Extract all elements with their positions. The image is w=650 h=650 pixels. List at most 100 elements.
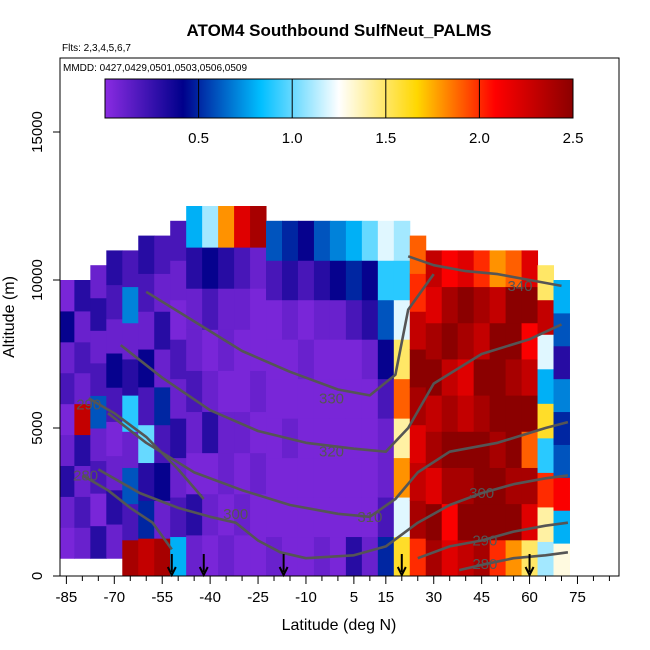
colorbar-tick-label: 2.5 [563,130,584,147]
heatmap-cell [60,527,75,559]
heatmap-cell [60,372,75,405]
contour-label: 290 [76,396,101,413]
heatmap-cell [489,286,507,324]
heatmap-cell [154,349,171,388]
heatmap-cell [234,288,251,330]
heatmap-cell [74,310,91,343]
x-tick-label: 60 [521,589,538,606]
heatmap-cell [345,457,363,498]
heatmap-cell [473,250,491,288]
contour-line [459,551,569,572]
colorbar [104,78,574,119]
heatmap-cell [553,378,570,413]
heatmap-cell [345,299,363,340]
heatmap-cell [138,462,155,501]
heatmap-cell [537,403,555,439]
heatmap-cell [505,322,523,360]
heatmap-cell [425,286,443,324]
heatmap-cell [441,358,459,396]
contour-line [107,412,569,519]
y-tick-label: 15000 [29,111,46,153]
heatmap-cell [282,260,299,301]
heatmap-cell [553,411,570,445]
heatmap-cell [170,260,187,301]
heatmap-cell [154,500,171,539]
heatmap-cell [441,286,459,324]
heatmap-cell [473,358,491,396]
heatmap-cell [250,370,267,413]
heatmap-cell [60,341,75,374]
heatmap-cell [377,457,395,498]
heatmap-cell [473,395,491,432]
heatmap-cell [170,418,187,459]
heatmap-cell [282,457,299,498]
heatmap-cell [553,477,570,511]
contour-line [119,323,563,453]
heatmap-cell [409,235,427,274]
heatmap-cell [250,247,267,289]
heatmap-cell [250,534,267,576]
heatmap-cell [393,378,411,419]
heatmap-cell [297,497,315,538]
heatmap-cell [329,260,347,301]
x-tick-label: 15 [377,589,394,606]
heatmap-cell [234,411,251,454]
heatmap-cell [473,503,491,541]
heatmap-cell [537,472,555,508]
heatmap-cell [313,457,331,498]
heatmap-cell [154,311,171,350]
heatmap-cell [74,403,91,436]
mmdd-annotation: MMDD: 0427,0429,0501,0503,0506,0509 [63,63,247,74]
heatmap-cell [122,503,139,541]
heatmap-cell [313,339,331,380]
heatmap-cell [74,527,91,559]
heatmap-cell [457,467,475,505]
heatmap-cell [234,206,251,248]
heatmap-cell [122,431,139,468]
heatmap-cell [90,493,107,527]
x-tick-label: -25 [247,589,269,606]
heatmap-cell [377,378,395,419]
heatmap-cell [409,462,427,501]
heatmap-cell [60,496,75,528]
heatmap-cell [345,378,363,419]
heatmap-cell [489,322,507,360]
heatmap-cell [282,536,299,576]
contour-labels: 340 330 320 310 300 300 290 290 280 280 [73,278,532,573]
heatmap-cell [60,403,75,436]
heatmap-cell [266,497,283,538]
heatmap-cell [122,286,139,324]
heatmap-cell [266,536,283,576]
heatmap-cell [218,411,235,454]
heatmap-cell [553,280,570,314]
x-tick-label: 30 [425,589,442,606]
heatmap-cell [154,273,171,312]
contour-label: 290 [472,532,497,549]
x-tick-label: -10 [295,589,317,606]
flight-markers [166,554,535,578]
colorbar-tick-label: 2.0 [469,130,490,147]
heatmap-cell [521,395,539,432]
heatmap-cell [489,467,507,505]
heatmap-cell [393,220,411,261]
heatmap-cell [441,431,459,468]
heatmap-cell [186,329,203,371]
heatmap-cell [266,299,283,340]
heatmap-cell [521,358,539,396]
heatmap-cell [266,220,283,261]
heatmap-cell [202,206,219,248]
heatmap-cell [537,299,555,335]
heatmap-cell [250,206,267,248]
heatmap-cell [457,286,475,324]
heatmap-cell [266,418,283,459]
heatmap-cell [170,378,187,419]
heatmap-cell [537,437,555,473]
heatmap-cell [345,260,363,301]
x-axis-label: Latitude (deg N) [282,617,397,634]
heatmap-cell [282,378,299,419]
x-tick-label: -85 [56,589,78,606]
heatmap-cell [138,386,155,426]
heatmap-cell [218,493,235,536]
flight-marker-arrow [396,566,407,578]
